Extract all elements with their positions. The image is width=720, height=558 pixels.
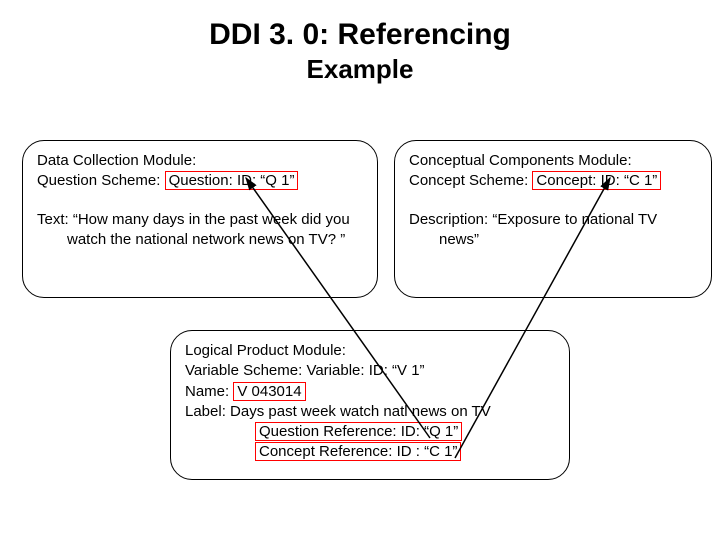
dc-text-body: “How many days in the past week did you … — [67, 211, 350, 248]
dc-line2-prefix: Question Scheme: — [37, 172, 165, 189]
lp-name-hl: V 043014 — [233, 382, 305, 401]
title-line-1: DDI 3. 0: Referencing — [0, 18, 720, 53]
box-logical: Logical Product Module: Variable Scheme:… — [170, 330, 570, 480]
lp-line2: Variable Scheme: Variable: ID: “V 1” — [185, 361, 555, 381]
lp-line4: Label: Days past week watch natl news on… — [185, 402, 555, 422]
cc-concept-id-hl: Concept: ID: “C 1” — [532, 171, 661, 190]
dc-line1: Data Collection Module: — [37, 151, 363, 171]
dc-question-id-hl: Question: ID: “Q 1” — [165, 171, 299, 190]
title-line-2: Example — [0, 55, 720, 85]
lp-qref-hl: Question Reference: ID: “Q 1” — [255, 422, 462, 441]
lp-cref-hl: Concept Reference: ID : “C 1” — [255, 442, 461, 461]
lp-line3-prefix: Name: — [185, 383, 233, 400]
box-conceptual: Conceptual Components Module: Concept Sc… — [394, 140, 712, 298]
lp-line3: Name: V 043014 — [185, 382, 555, 402]
dc-text: Text: “How many days in the past week di… — [37, 210, 363, 251]
cc-line1: Conceptual Components Module: — [409, 151, 697, 171]
lp-line1: Logical Product Module: — [185, 341, 555, 361]
cc-desc: Description: “Exposure to national TV ne… — [409, 210, 697, 251]
dc-text-label: Text: — [37, 211, 73, 228]
cc-line2: Concept Scheme: Concept: ID: “C 1” — [409, 171, 697, 191]
cc-desc-label: Description: — [409, 211, 492, 228]
cc-line2-prefix: Concept Scheme: — [409, 172, 532, 189]
box-data-collection: Data Collection Module: Question Scheme:… — [22, 140, 378, 298]
dc-line2: Question Scheme: Question: ID: “Q 1” — [37, 171, 363, 191]
